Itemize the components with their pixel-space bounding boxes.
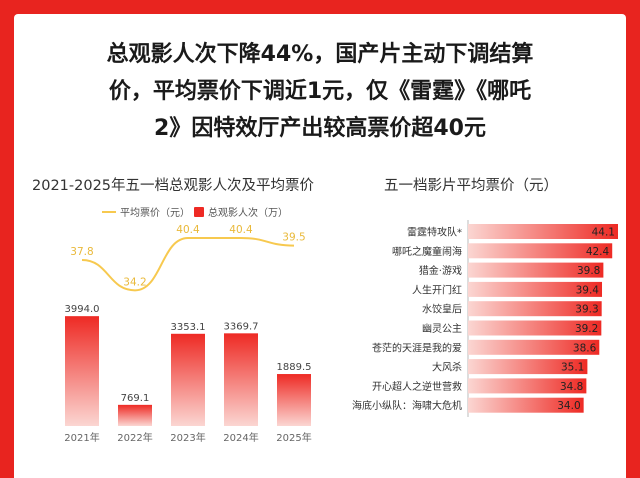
bar-value-label: 3353.1 (171, 322, 206, 333)
headline: 总观影人次下降44%，国产片主动下调结算 价，平均票价下调近1元，仅《雷霆》《哪… (14, 36, 626, 147)
legend-bar-label: 总观影人次（万） (208, 206, 288, 219)
bar (171, 333, 205, 426)
legend-bar-swatch (194, 207, 204, 217)
film-name-label: 猎金·游戏 (419, 264, 462, 277)
film-name-label: 人生开门红 (412, 283, 462, 296)
film-name-label: 水饺皇后 (422, 303, 462, 316)
hbar (468, 301, 602, 317)
line-value-label: 40.4 (229, 224, 253, 236)
price-line (81, 237, 295, 292)
hbar (468, 339, 600, 355)
hbar-value-label: 34.8 (560, 381, 583, 393)
hbar-value-label: 38.6 (573, 342, 597, 354)
line-value-label: 39.5 (282, 232, 305, 244)
hbar (468, 224, 618, 239)
hbar-value-label: 44.1 (592, 227, 615, 239)
x-tick-label: 2024年 (223, 431, 258, 444)
hbar-value-label: 39.2 (575, 323, 598, 335)
line-value-label: 40.4 (176, 224, 200, 236)
bar-value-label: 3369.7 (224, 321, 259, 332)
bar (118, 404, 152, 426)
hbar-value-label: 39.3 (575, 304, 598, 316)
hbar-value-label: 34.0 (557, 400, 580, 412)
x-tick-label: 2022年 (117, 431, 152, 444)
x-tick-label: 2023年 (170, 431, 205, 444)
film-price-chart: 雷霆特攻队* 44.1 哪吒之魔童闹海 42.4 猎金·游戏 39.8 人生开门红 39.4 水… (352, 220, 618, 417)
bar (277, 374, 311, 426)
bar-value-label: 3994.0 (65, 304, 100, 315)
film-name-label: 开心超人之逆世营救 (372, 380, 462, 393)
hbar-value-label: 39.8 (577, 265, 600, 277)
line-value-label: 34.2 (123, 276, 146, 288)
film-name-label: 苍茫的天涯是我的爱 (372, 341, 462, 354)
film-name-label: 大风杀 (432, 361, 462, 374)
x-tick-label: 2025年 (276, 431, 311, 444)
hbar-value-label: 35.1 (561, 362, 584, 374)
headline-line-1: 总观影人次下降44%，国产片主动下调结算 (106, 42, 534, 67)
film-name-label: 幽灵公主 (422, 323, 462, 335)
hbar (468, 397, 584, 413)
film-name-label: 哪吒之魔童闹海 (392, 245, 462, 258)
hbar (468, 243, 613, 259)
price-chart-title: 五一档影片平均票价（元） (384, 178, 558, 194)
film-name-label: 雷霆特攻队* (407, 226, 462, 239)
hbar (468, 359, 588, 375)
headline-line-2: 价，平均票价下调近1元，仅《雷霆》《哪吒 (108, 79, 532, 104)
hbar (468, 320, 602, 336)
legend-line-label: 平均票价（元） (120, 207, 190, 219)
headline-line-3: 2》因特效厅产出较高票价超40元 (154, 116, 486, 141)
hbar (468, 378, 587, 394)
line-value-label: 37.8 (70, 246, 93, 258)
bar-value-label: 1889.5 (277, 362, 312, 373)
hbar-value-label: 42.4 (586, 246, 610, 258)
film-name-label: 海底小纵队：海啸大危机 (352, 399, 462, 412)
hbar (468, 281, 603, 297)
hbar-value-label: 39.4 (576, 284, 600, 296)
x-tick-label: 2021年 (64, 431, 99, 444)
hbar (468, 262, 604, 278)
audience-chart-title: 2021-2025年五一档总观影人次及平均票价 (32, 178, 315, 194)
bar (224, 333, 258, 426)
audience-price-chart: 平均票价（元） 总观影人次（万） 3994.0 2021年 769.1 2022年 3353… (64, 206, 312, 444)
bar-value-label: 769.1 (121, 393, 150, 404)
bar (65, 316, 99, 426)
